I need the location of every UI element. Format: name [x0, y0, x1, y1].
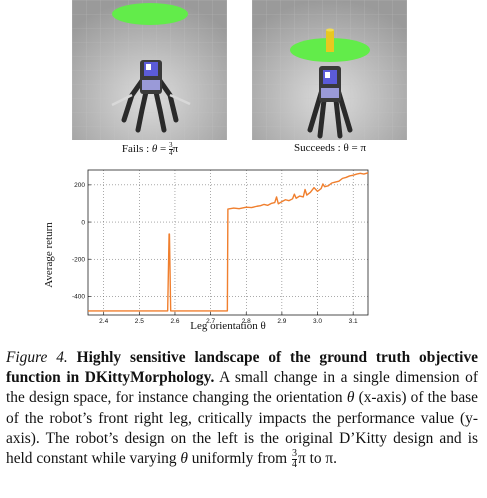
- x-tick-label: 2.8: [242, 318, 251, 325]
- figure-label: Figure 4.: [6, 349, 68, 366]
- y-tick-label: 200: [74, 182, 85, 189]
- caption-fraction-denominator: 4: [291, 459, 297, 471]
- x-tick-label: 2.6: [170, 318, 179, 325]
- caption-title: Highly sensitive landscape of the ground…: [6, 349, 478, 387]
- x-tick-label: 2.5: [135, 318, 144, 325]
- robot-render-succeeds: [252, 0, 407, 140]
- caption-fraction-numerator: 3: [291, 448, 297, 461]
- caption-theta-2: θ: [180, 450, 188, 468]
- x-tick-label: 3.1: [349, 318, 358, 325]
- x-axis-label: Leg orientation θ: [190, 320, 266, 332]
- x-tick-label: 2.4: [99, 318, 108, 325]
- caption-body-2: (x-axis) of the base of the robot’s fron…: [6, 389, 478, 468]
- plot-frame: [87, 169, 369, 316]
- fraction-denominator: 4: [169, 149, 173, 157]
- x-tick-label: 3.0: [313, 318, 322, 325]
- caption-body-3: uniformly from: [187, 450, 291, 468]
- fraction-numerator: 3: [169, 141, 173, 150]
- fails-prefix: Fails :: [121, 143, 152, 156]
- equals-sign: =: [157, 143, 169, 156]
- caption-theta-1: θ: [346, 389, 355, 407]
- y-tick-label: -400: [72, 294, 85, 301]
- y-tick-label: 0: [81, 219, 85, 226]
- series-line: [88, 172, 369, 312]
- x-tick-label: 2.7: [206, 318, 215, 325]
- robot-render-fails: [72, 0, 227, 140]
- x-tick-label: 2.9: [277, 318, 286, 325]
- pi-symbol: π: [172, 143, 179, 156]
- y-tick-label: -200: [72, 256, 85, 263]
- succeeds-label: Succeeds : θ = π: [293, 142, 366, 154]
- performance-line-chart: Average return Leg orientation θ 2.4 2.5 2…: [43, 169, 369, 332]
- y-axis-label: Average return: [43, 222, 55, 288]
- caption-pi: π: [297, 450, 306, 468]
- panel-caption-succeeds: Succeeds : θ = π: [250, 142, 410, 154]
- figure-caption: Figure 4. Highly sensitive landscape of …: [6, 348, 478, 470]
- caption-body-1: A small change in a single dimension of …: [6, 369, 478, 407]
- caption-body-4: to π.: [305, 450, 338, 468]
- theta-symbol: θ: [151, 143, 158, 156]
